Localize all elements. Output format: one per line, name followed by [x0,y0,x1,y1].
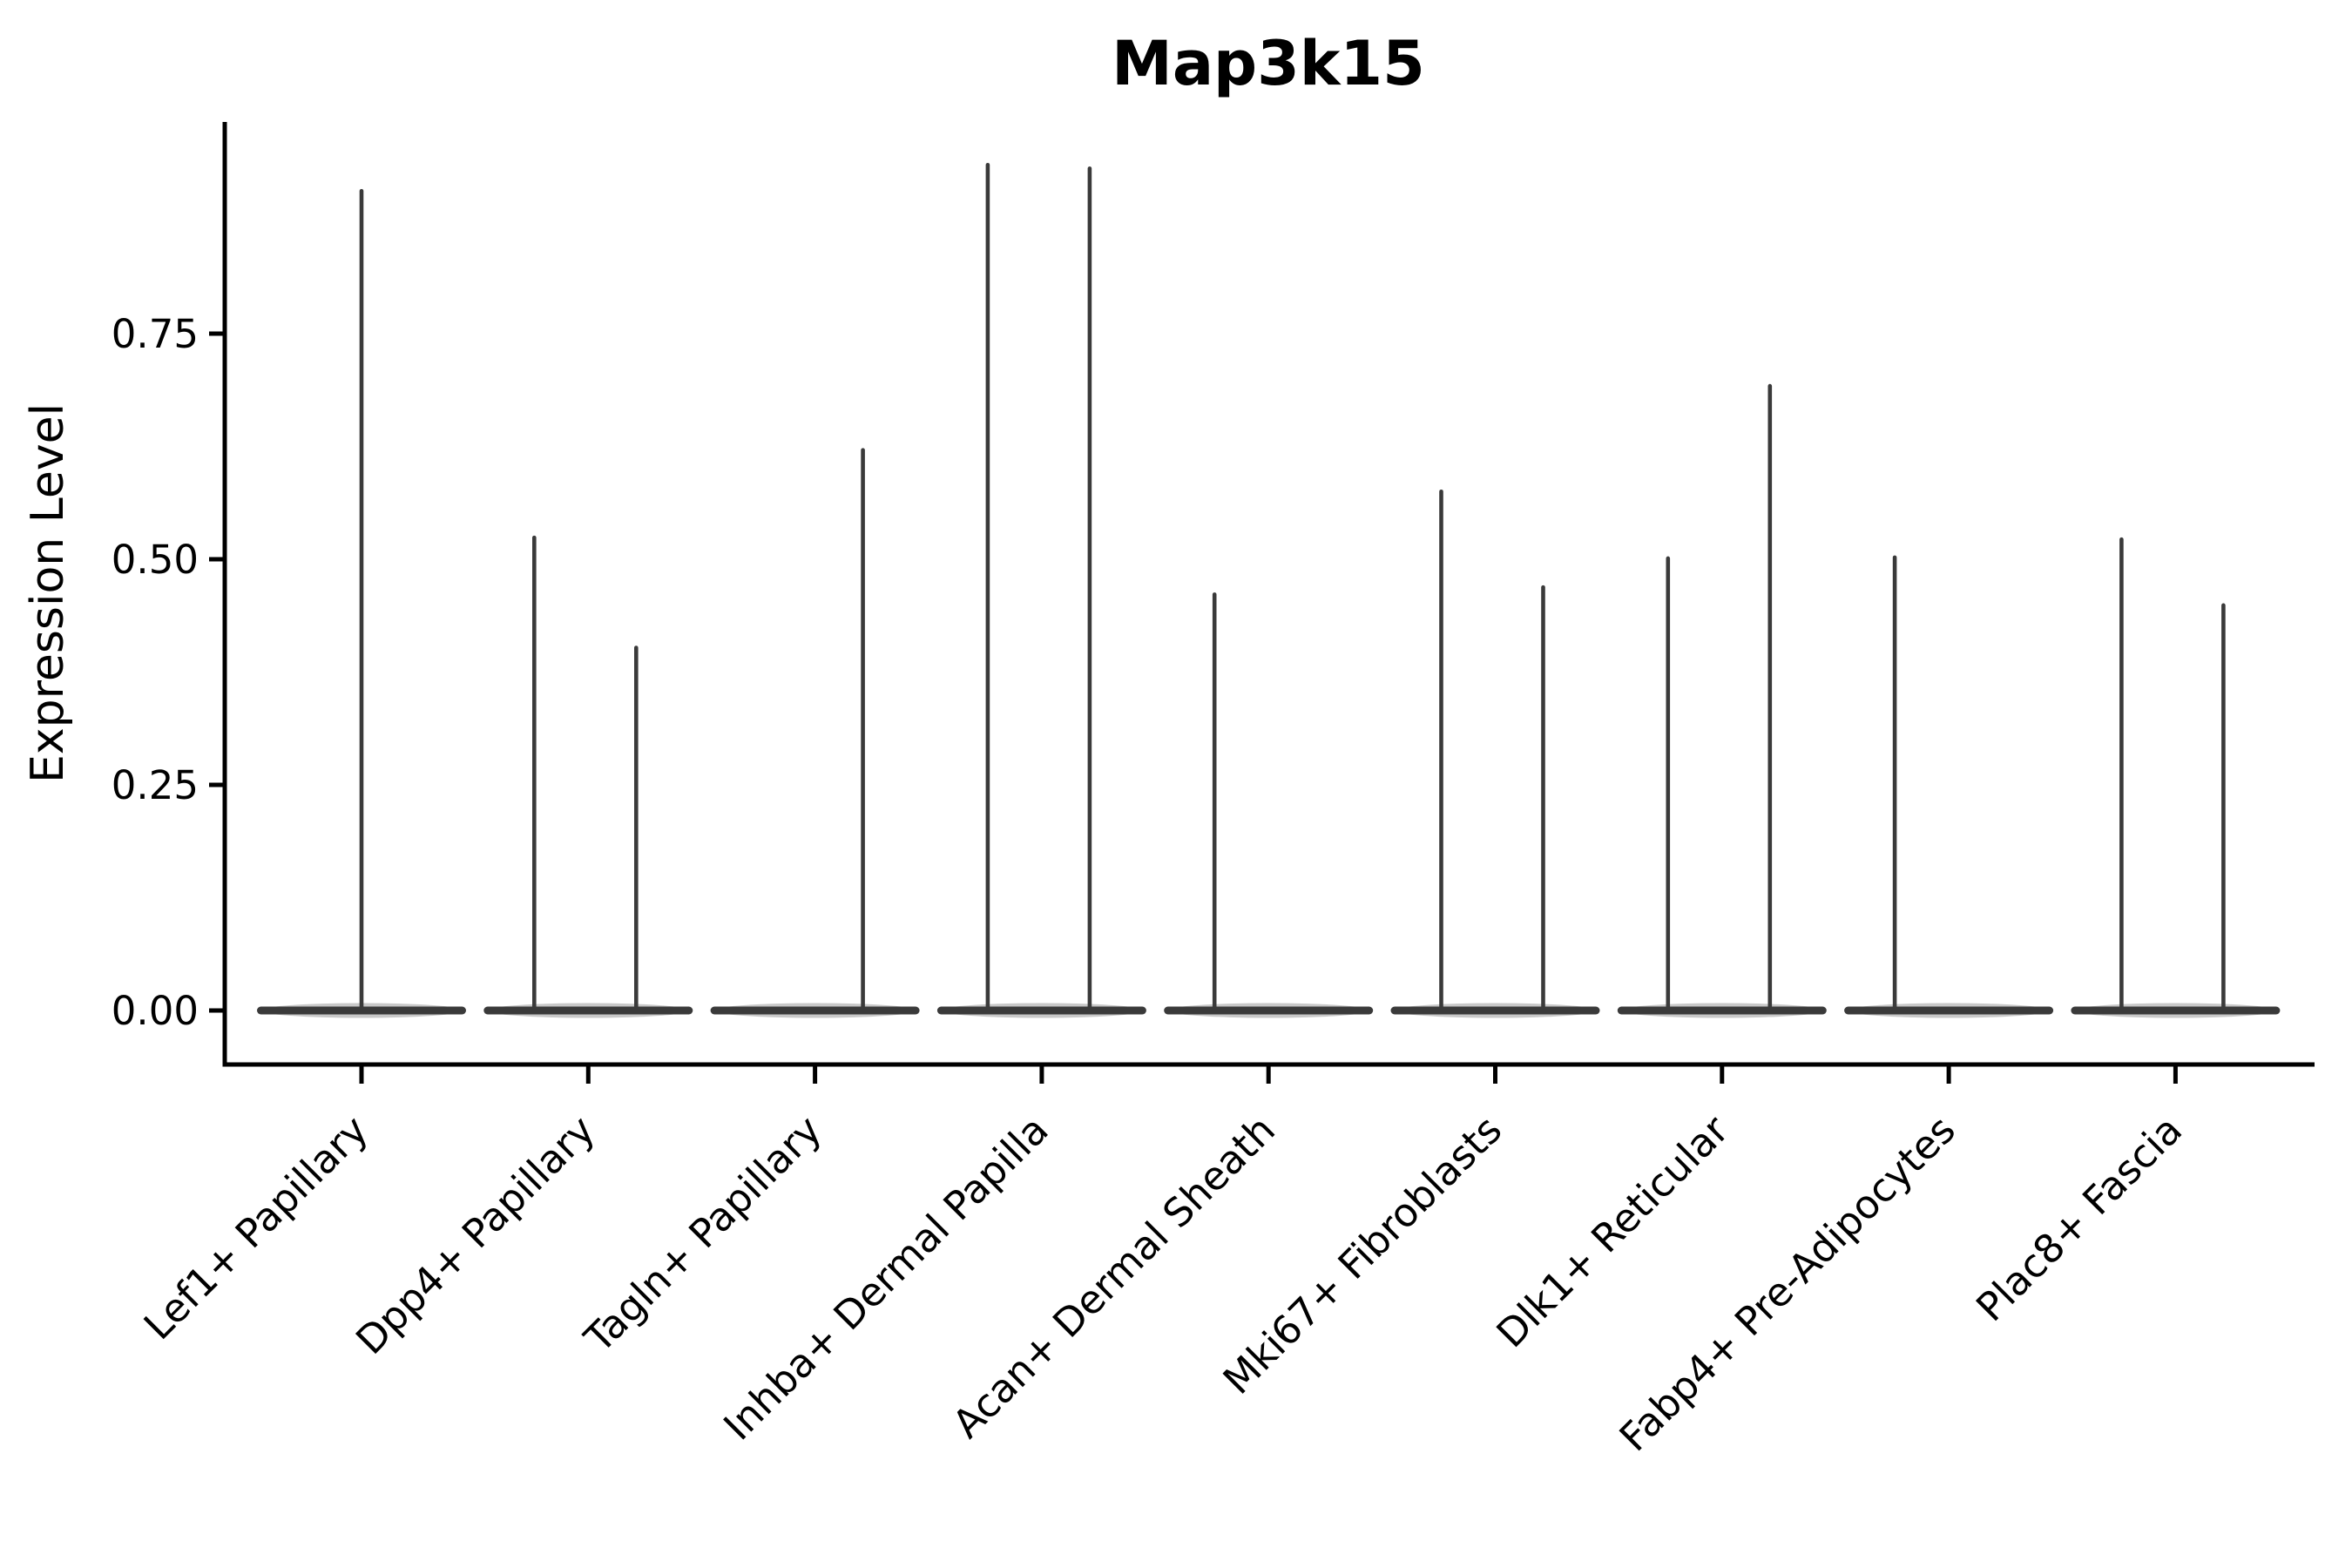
chart-title: Map3k15 [1112,28,1425,99]
y-tick-label: 0.25 [112,762,199,808]
violin-base [1844,1006,2054,1015]
violin-category [710,448,920,1018]
violin-base [710,1006,920,1015]
violin-base [2071,1006,2281,1015]
x-tick-label: Dpp4+ Papillary [347,1106,604,1363]
violin-category [1164,592,1374,1018]
violin-category [1390,489,1600,1018]
violin-base [1617,1006,1827,1015]
violins-group [257,162,2281,1018]
violin-category [936,162,1146,1018]
violin-category [483,535,693,1018]
y-tick-label: 0.00 [112,988,199,1034]
violin-base [1390,1006,1600,1015]
violin-base [1164,1006,1374,1015]
x-tick-label: Dlk1+ Reticular [1488,1106,1738,1356]
violin-category [2071,537,2281,1018]
x-tick-label: Lef1+ Papillary [135,1106,377,1348]
y-tick-label: 0.75 [112,311,199,357]
violin-base [936,1006,1146,1015]
y-tick-label: 0.50 [112,537,199,583]
x-tick-label: Tagln+ Papillary [575,1106,830,1362]
violin-base [483,1006,693,1015]
y-axis-label: Expression Level [22,403,74,783]
y-axis-ticks: 0.00 0.25 0.50 0.75 [112,311,225,1034]
violin-category [1617,383,1827,1018]
x-tick-label: Plac8+ Fascia [1967,1106,2191,1330]
violin-category [1844,555,2054,1018]
violin-category [257,189,466,1018]
